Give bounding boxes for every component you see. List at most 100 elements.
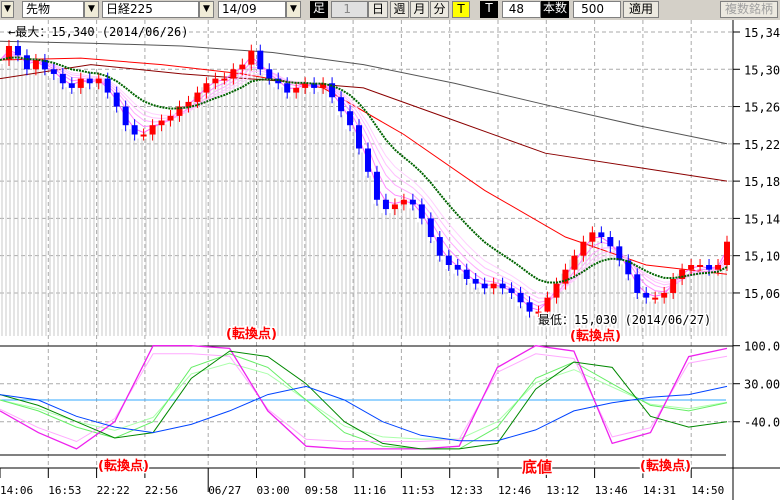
contract-select[interactable]: 14/09: [218, 1, 286, 18]
osc-tick-label: 100.00: [744, 340, 780, 354]
ma-line-pink: [0, 54, 728, 303]
count-label: 本数: [541, 1, 569, 18]
month-button[interactable]: 月: [410, 1, 429, 18]
t-stepper[interactable]: 48: [502, 1, 541, 18]
x-tick-label: 14:06: [0, 484, 33, 497]
osc-line-blue: [0, 385, 728, 442]
candle: [302, 83, 309, 88]
count-stepper[interactable]: 500: [573, 1, 621, 18]
candle: [293, 87, 300, 93]
candle: [553, 283, 560, 298]
candle: [589, 232, 596, 242]
candle: [382, 199, 389, 210]
osc-line-green: [0, 350, 728, 450]
candle: [284, 83, 291, 93]
candle: [436, 237, 443, 256]
candle: [104, 78, 111, 93]
index-dropdown-icon[interactable]: ▼: [199, 1, 214, 18]
x-tick-label: 13:46: [595, 484, 628, 497]
candle: [508, 288, 515, 293]
week-button[interactable]: 週: [390, 1, 409, 18]
candle: [400, 199, 407, 205]
candle: [14, 45, 21, 56]
candle: [113, 92, 120, 107]
candle: [320, 83, 327, 88]
osc-tick-label: 30.00: [744, 378, 780, 392]
candle: [562, 269, 569, 284]
day-button[interactable]: 日: [368, 1, 388, 18]
price-chart: 15,340 15,300 15,260 15,220 15,180 15,140 15,1…: [0, 20, 780, 500]
x-tick-label: 12:46: [498, 484, 531, 497]
osc-tick-label: -40.00: [744, 416, 780, 430]
price-tick-label: 15,060: [744, 287, 780, 301]
candle: [203, 83, 210, 93]
candle: [472, 278, 479, 284]
candle: [176, 106, 183, 116]
x-tick-label: 12:33: [450, 484, 483, 497]
candle: [221, 78, 228, 81]
ma-line-pink: [0, 55, 728, 299]
candle: [59, 73, 66, 84]
candle: [5, 45, 12, 60]
candle: [212, 78, 219, 84]
candle: [409, 199, 416, 205]
x-tick-label: 09:58: [305, 484, 338, 497]
candle: [607, 237, 614, 247]
x-tick-label: 06/27: [208, 484, 241, 497]
annotation-turn4: (転換点): [640, 458, 691, 474]
price-tick-label: 15,220: [744, 138, 780, 152]
candle: [311, 83, 318, 88]
market-dropdown-icon[interactable]: ▼: [84, 1, 99, 18]
osc-line-magenta: [0, 345, 728, 450]
candle: [230, 69, 237, 79]
contract-dropdown-icon[interactable]: ▼: [286, 1, 301, 18]
x-tick-label: 03:00: [257, 484, 290, 497]
index-select[interactable]: 日経225: [102, 1, 199, 18]
ma-line-red: [0, 57, 728, 275]
x-tick-label: 13:12: [546, 484, 579, 497]
price-tick-label: 15,100: [744, 250, 780, 264]
ashi-stepper[interactable]: 1: [331, 1, 368, 18]
candle: [50, 69, 57, 74]
max-annotation: ←最大：15,340 (2014/06/26): [8, 25, 189, 39]
annotation-turn2: (転換点): [570, 328, 621, 344]
candle: [356, 125, 363, 149]
candle: [347, 111, 354, 126]
candle: [445, 255, 452, 265]
candle: [670, 278, 677, 293]
candle: [391, 204, 398, 210]
candle: [652, 297, 659, 300]
apply-button[interactable]: 適用: [623, 1, 659, 18]
candle: [724, 241, 730, 265]
multi-symbol-button[interactable]: 複数銘柄: [720, 1, 778, 18]
ma-line-pink: [0, 50, 728, 311]
candle: [715, 265, 722, 270]
candle: [158, 120, 165, 126]
candle: [248, 50, 255, 65]
x-tick-label: 14:31: [643, 484, 676, 497]
t-toggle-button[interactable]: T: [452, 1, 470, 18]
candle: [463, 269, 470, 279]
ma-line-pink: [0, 55, 728, 295]
market-select[interactable]: 先物: [22, 1, 84, 18]
candle: [661, 292, 668, 298]
candle: [490, 283, 497, 289]
minute-button[interactable]: 分: [430, 1, 449, 18]
annotation-bottom: 底値: [522, 458, 552, 476]
candle: [643, 292, 650, 298]
candle: [41, 59, 48, 70]
menu-dropdown-button[interactable]: ▼: [1, 1, 14, 18]
candle: [598, 232, 605, 238]
candle: [140, 134, 147, 137]
candle: [95, 78, 102, 84]
candle: [481, 283, 488, 289]
annotation-turn3: (転換点): [98, 458, 149, 474]
candle: [625, 260, 632, 275]
ma-line-green: [0, 56, 728, 284]
candle: [616, 246, 623, 261]
annotation-turn1: (転換点): [226, 326, 277, 342]
candle: [122, 106, 129, 126]
candle: [571, 255, 578, 270]
candle: [706, 265, 713, 270]
ashi-label: 足: [310, 1, 328, 18]
